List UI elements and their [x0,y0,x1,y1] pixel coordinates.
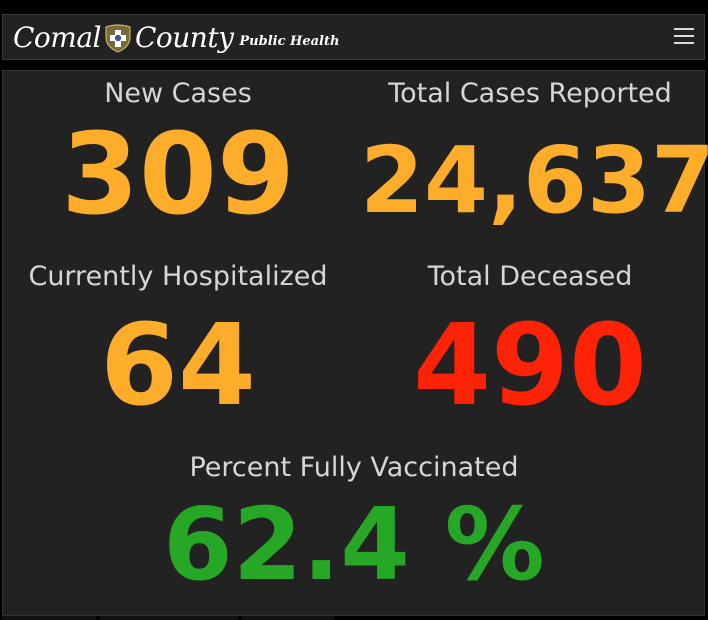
bottom-strip-1 [2,615,96,620]
logo-text-right: County [134,21,234,54]
bottom-strip-3 [242,615,334,620]
stat-vaccinated: Percent Fully Vaccinated 62.4 % [104,454,604,595]
new-cases-label: New Cases [104,78,252,109]
stat-deceased: Total Deceased 490 [370,263,690,422]
dashboard-panel [2,70,705,616]
hospitalized-label: Currently Hospitalized [28,261,328,292]
logo-subtitle: Public Health [239,33,340,49]
total-cases-value: 24,637 [360,127,708,234]
hamburger-menu-icon[interactable] [674,28,694,46]
total-cases-label: Total Cases Reported [388,78,672,109]
bottom-strip-2 [100,615,238,620]
app-header: Comal County Public Health [2,14,705,60]
stat-new-cases: New Cases 309 [28,80,328,231]
vaccinated-label: Percent Fully Vaccinated [189,452,519,483]
new-cases-value: 309 [61,110,295,240]
hospitalized-value: 64 [100,301,256,431]
deceased-value: 490 [413,301,647,431]
vaccinated-value: 62.4 % [163,486,545,603]
logo-text-left: Comal [13,21,101,54]
cross-shield-icon [105,24,131,53]
deceased-label: Total Deceased [427,261,633,292]
stat-total-cases: Total Cases Reported 24,637 [360,78,708,234]
county-logo[interactable]: Comal County Public Health [13,21,339,55]
stat-hospitalized: Currently Hospitalized 64 [18,263,338,422]
